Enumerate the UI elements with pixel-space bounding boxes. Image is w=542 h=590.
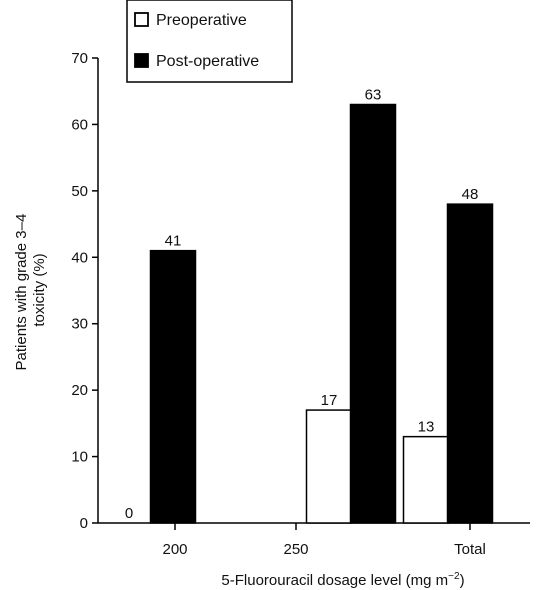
y-tick-label: 60 [71, 116, 88, 133]
x-axis-title: 5-Fluorouracil dosage level (mg m−2) [221, 571, 464, 589]
x-tick-label: 250 [283, 541, 308, 558]
y-tick-label: 20 [71, 382, 88, 399]
data-label: 0 [125, 505, 133, 522]
y-axis-title-line-1: Patients with grade 3–4 [13, 214, 30, 371]
x-tick-label: 200 [162, 541, 187, 558]
y-tick-label: 70 [71, 50, 88, 67]
bar-preoperative-total [402, 435, 450, 524]
legend: Preoperative Post-operative [126, 0, 293, 83]
y-ticks: 0 10 20 30 40 50 60 70 [71, 50, 98, 532]
legend-swatch-postoperative [134, 53, 149, 68]
legend-swatch-preoperative [134, 12, 149, 27]
data-label: 13 [418, 419, 435, 436]
x-ticks: 200 250 Total [162, 523, 486, 558]
bar-post-operative-200 [149, 249, 197, 524]
y-tick-label: 10 [71, 449, 88, 466]
y-tick-label: 50 [71, 183, 88, 200]
bar-preoperative-250 [305, 409, 353, 524]
y-axis-title: Patients with grade 3–4 toxicity (%) [13, 210, 48, 371]
bar-post-operative-250 [349, 103, 397, 524]
legend-box [126, 0, 293, 83]
y-tick-label: 30 [71, 316, 88, 333]
data-label: 63 [365, 87, 382, 104]
legend-label-postoperative: Post-operative [156, 53, 259, 70]
data-labels: 0 17 13 41 63 48 [125, 87, 479, 523]
legend-label-preoperative: Preoperative [156, 12, 247, 29]
y-tick-label: 0 [80, 515, 88, 532]
x-tick-label: Total [454, 541, 486, 558]
data-label: 41 [165, 233, 182, 250]
y-axis-title-line-2: toxicity (%) [31, 253, 48, 326]
bars [149, 103, 494, 524]
data-label: 48 [462, 186, 479, 203]
data-label: 17 [321, 392, 338, 409]
bar-post-operative-total [446, 203, 494, 524]
y-tick-label: 40 [71, 249, 88, 266]
